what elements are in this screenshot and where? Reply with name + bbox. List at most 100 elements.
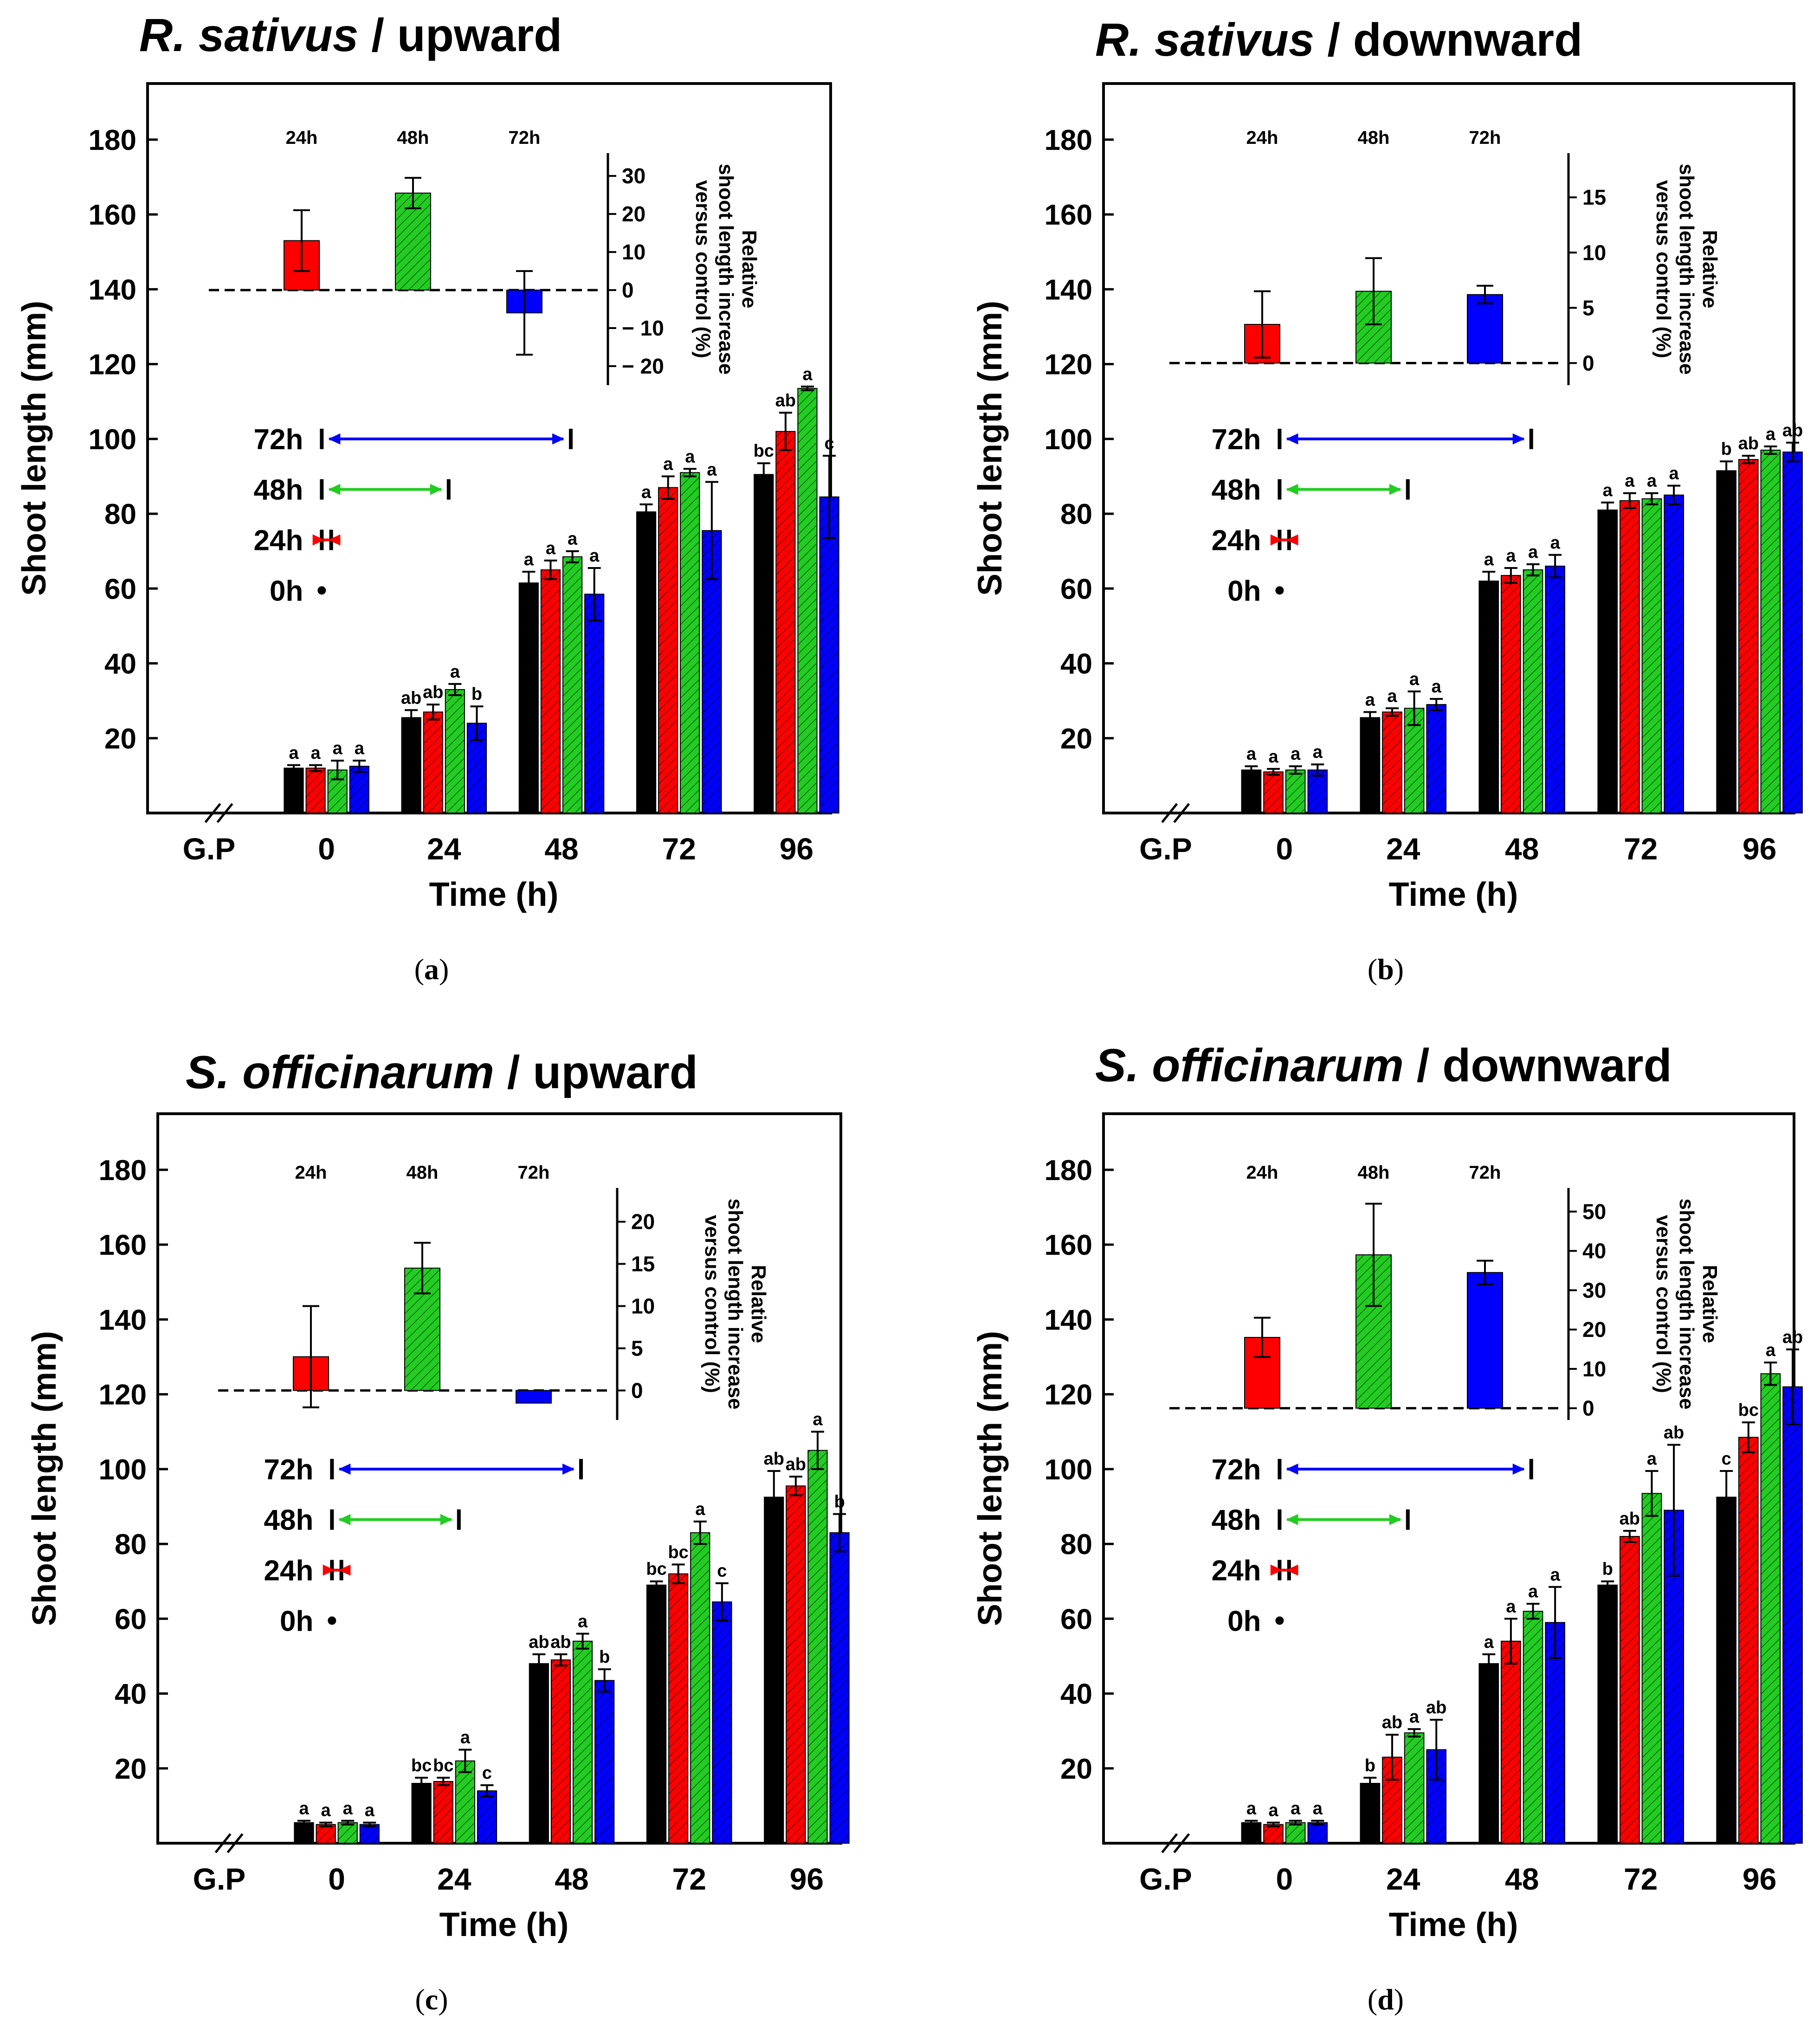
legend-arrow-head <box>338 1514 351 1525</box>
significance-label: a <box>1506 1597 1516 1616</box>
significance-label: a <box>365 1801 375 1820</box>
y-tick-label: 140 <box>99 1304 147 1336</box>
bar-control <box>1478 1663 1499 1844</box>
significance-label: a <box>1365 690 1375 710</box>
bar-hatch <box>338 1822 357 1843</box>
bar-control <box>1716 1497 1737 1844</box>
y-tick-label: 40 <box>1060 648 1092 680</box>
bar-hatch <box>551 1659 571 1843</box>
significance-label: a <box>663 454 673 474</box>
bar-control <box>401 717 421 814</box>
y-tick-label: 160 <box>99 1229 147 1261</box>
significance-label: ab <box>1738 434 1759 453</box>
significance-label: c <box>1722 1449 1731 1469</box>
axis-break-mark <box>1173 803 1190 823</box>
significance-label: a <box>685 447 695 466</box>
inset-tick-label: 10 <box>1582 240 1606 265</box>
plot-frame <box>156 1112 842 1845</box>
axis-break-mark <box>1173 1833 1190 1853</box>
y-tick-label: 100 <box>89 424 136 456</box>
inset-tick-label: 0 <box>631 1378 643 1402</box>
inset-tick-label: 10 <box>1582 1357 1606 1381</box>
legend-arrow-head <box>430 484 442 495</box>
significance-label: b <box>1365 1756 1375 1775</box>
significance-label: bc <box>646 1560 666 1579</box>
x-tick-label: 48 <box>1505 1862 1539 1896</box>
y-tick-label: 120 <box>99 1379 147 1411</box>
significance-label: c <box>482 1763 492 1783</box>
legend-label: 72h <box>264 1454 314 1486</box>
y-tick-label: 40 <box>104 648 136 680</box>
bar-hatch <box>541 570 561 813</box>
inset-tick-label: − 10 <box>622 316 664 340</box>
bar-hatch <box>1308 1822 1328 1843</box>
inset-category-label: 24h <box>286 128 318 148</box>
legend-label: 72h <box>1212 424 1261 456</box>
inset-title: Relativeshoot length increaseversus cont… <box>1652 164 1721 375</box>
bar-hatch <box>1523 570 1543 813</box>
bar-hatch <box>1761 450 1781 813</box>
significance-label: ab <box>1782 1328 1803 1347</box>
y-tick-label: 80 <box>1060 498 1092 530</box>
legend-label: 48h <box>254 474 303 506</box>
y-axis-label: Shoot length (mm) <box>16 301 53 596</box>
significance-label: a <box>355 739 365 758</box>
significance-label: ab <box>529 1633 549 1652</box>
y-tick-label: 40 <box>115 1678 147 1710</box>
significance-label: a <box>1432 677 1442 697</box>
inset-category-label: 48h <box>397 128 429 148</box>
x-tick-label: 96 <box>1743 832 1776 866</box>
legend-arrow-head <box>312 534 325 546</box>
bar-control <box>1716 470 1737 813</box>
axis-break-mark <box>204 803 221 823</box>
y-tick-label: 160 <box>1045 199 1092 231</box>
significance-label: ab <box>1382 1713 1402 1732</box>
significance-label: a <box>641 483 652 502</box>
significance-label: b <box>1602 1560 1613 1579</box>
significance-label: a <box>802 365 813 384</box>
legend-arrow-head <box>440 1514 452 1525</box>
bar-hatch <box>830 1532 849 1843</box>
inset-tick-label: 0 <box>1582 351 1594 375</box>
y-tick-label: 180 <box>1045 1155 1092 1187</box>
bar-hatch <box>820 497 839 813</box>
legend-label: 0h <box>1227 1605 1261 1637</box>
bar-hatch <box>1738 459 1758 813</box>
legend-dot <box>1275 586 1284 595</box>
legend-label: 24h <box>264 1555 314 1587</box>
x-tick-label: 24 <box>1386 1862 1420 1896</box>
y-tick-label: 60 <box>104 573 136 605</box>
significance-label: a <box>1550 533 1561 553</box>
panel-caption: (a) <box>414 953 449 986</box>
y-tick-label: 100 <box>99 1454 147 1486</box>
x-tick-label: 0 <box>1276 832 1293 866</box>
significance-label: a <box>1484 550 1494 569</box>
significance-label: a <box>333 739 343 758</box>
bar-hatch <box>1285 770 1305 813</box>
bar-control <box>646 1584 667 1844</box>
significance-label: ab <box>1426 1698 1446 1717</box>
legend-arrow-head <box>552 433 565 445</box>
y-tick-label: 80 <box>115 1529 147 1561</box>
bar-control <box>764 1497 784 1844</box>
legend-arrow-head <box>328 484 341 495</box>
bar-hatch <box>1642 1493 1662 1843</box>
bar-hatch <box>1382 712 1402 813</box>
x-tick-label: 24 <box>1386 832 1420 866</box>
significance-label: a <box>1528 542 1538 562</box>
bar-hatch <box>658 487 678 813</box>
axis-break-mark <box>1161 803 1178 823</box>
bar-hatch <box>306 768 325 813</box>
inset-category-label: 72h <box>518 1162 550 1183</box>
x-tick-label: 96 <box>1743 1862 1776 1896</box>
significance-label: a <box>1484 1633 1494 1652</box>
panel-title: S. officinarum / upward <box>186 1046 698 1098</box>
significance-label: b <box>471 684 482 704</box>
title-rest: / upward <box>494 1046 698 1098</box>
bar-hatch <box>316 1824 336 1843</box>
significance-label: a <box>1766 425 1776 444</box>
x-tick-label: G.P <box>183 832 236 866</box>
axis-break-mark <box>214 1833 232 1853</box>
bar-control <box>411 1783 432 1844</box>
significance-label: ab <box>401 688 421 708</box>
